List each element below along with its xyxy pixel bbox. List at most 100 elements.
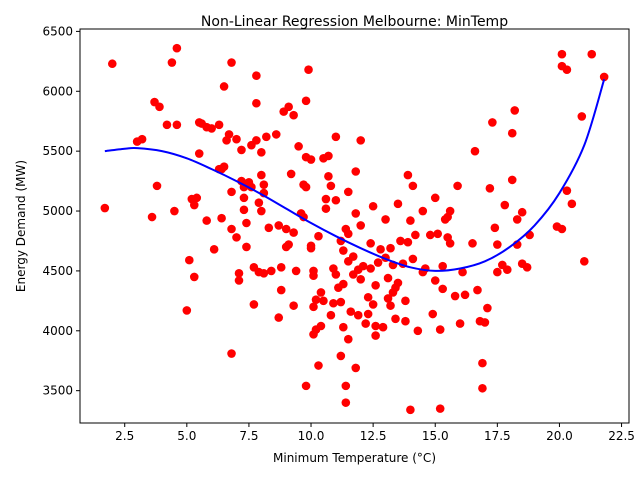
scatter-point — [189, 272, 199, 282]
scatter-point — [264, 223, 274, 233]
scatter-point — [343, 229, 353, 239]
scatter-point — [557, 224, 567, 234]
scatter-point — [281, 224, 291, 234]
scatter-point — [209, 245, 219, 254]
scatter-point — [194, 149, 204, 158]
scatter-point — [271, 130, 281, 139]
scatter-point — [386, 243, 395, 253]
x-tick-label: 15.0 — [422, 429, 449, 443]
y-axis-label: Energy Demand (MW) — [14, 160, 28, 292]
scatter-point — [316, 321, 326, 331]
scatter-point — [331, 132, 341, 142]
x-tick-label: 12.5 — [360, 429, 387, 443]
scatter-point — [473, 285, 482, 295]
scatter-point — [237, 145, 246, 155]
scatter-point — [343, 334, 353, 344]
scatter-point — [470, 146, 480, 156]
scatter-point — [502, 265, 512, 275]
scatter-point — [304, 65, 313, 75]
scatter-point — [324, 172, 333, 181]
scatter-point — [351, 209, 361, 218]
scatter-point — [408, 254, 418, 264]
scatter-point — [252, 136, 261, 145]
scatter-point — [579, 257, 589, 266]
scatter-point — [306, 155, 316, 164]
scatter-point — [286, 169, 296, 179]
scatter-point — [309, 271, 318, 281]
scatter-point — [257, 206, 266, 216]
scatter-point — [371, 280, 380, 290]
scatter-point — [373, 258, 383, 267]
scatter-point — [234, 276, 244, 285]
scatter-point — [301, 381, 311, 391]
scatter-point — [341, 381, 351, 391]
scatter-point — [100, 203, 110, 213]
scatter-point — [339, 322, 348, 332]
scatter-point — [249, 300, 259, 309]
scatter-point — [276, 263, 286, 272]
scatter-point — [458, 267, 467, 277]
scatter-point — [321, 194, 331, 204]
scatter-point — [343, 187, 353, 197]
scatter-point — [368, 300, 378, 309]
scatter-point — [368, 201, 378, 211]
y-tick-label: 5500 — [42, 144, 73, 158]
scatter-point — [428, 309, 438, 319]
scatter-point — [170, 206, 179, 216]
scatter-point — [192, 193, 202, 203]
scatter-point — [406, 216, 415, 225]
scatter-point — [314, 231, 323, 241]
scatter-point — [383, 273, 393, 283]
scatter-point — [480, 318, 490, 327]
scatter-point — [393, 278, 403, 288]
scatter-point — [562, 186, 572, 195]
scatter-point — [207, 124, 216, 133]
scatter-point — [319, 296, 328, 306]
scatter-point — [363, 292, 373, 302]
scatter-point — [346, 307, 356, 316]
scatter-point — [232, 233, 241, 242]
x-tick-label: 20.0 — [546, 429, 573, 443]
scatter-point — [107, 59, 117, 69]
scatter-point — [438, 284, 447, 294]
scatter-point — [366, 239, 375, 248]
regression-curve-layer — [104, 79, 606, 272]
scatter-point — [217, 213, 226, 223]
scatter-point — [401, 316, 410, 326]
scatter-point — [227, 58, 236, 67]
scatter-point — [403, 170, 413, 180]
scatter-point — [430, 276, 440, 285]
scatter-point — [460, 290, 470, 300]
scatter-point — [172, 120, 182, 130]
scatter-point — [507, 128, 517, 138]
scatter-point — [478, 383, 487, 393]
scatter-point — [435, 404, 445, 413]
scatter-point — [490, 223, 500, 233]
scatter-point — [435, 325, 445, 334]
scatter-point — [577, 112, 587, 121]
scatter-point — [152, 181, 162, 191]
scatter-point — [182, 306, 192, 315]
scatter-point — [356, 274, 366, 284]
x-tick-label: 5.0 — [177, 429, 196, 443]
y-tick-label: 4000 — [42, 324, 73, 338]
scatter-point — [242, 218, 251, 228]
scatter-point — [311, 295, 321, 304]
scatter-point — [306, 243, 316, 253]
scatter-point — [376, 245, 385, 254]
scatter-point — [510, 106, 520, 115]
scatter-point — [227, 224, 236, 234]
scatter-point — [314, 361, 323, 370]
scatter-point — [411, 230, 420, 240]
x-tick-label: 7.5 — [239, 429, 258, 443]
scatter-point — [326, 310, 336, 320]
scatter-point — [468, 239, 477, 248]
x-tick-label: 2.5 — [115, 429, 134, 443]
scatter-point — [257, 148, 266, 157]
scatter-point — [413, 326, 423, 336]
scatter-point — [401, 296, 410, 306]
scatter-point — [162, 120, 172, 130]
scatter-point — [239, 193, 249, 203]
scatter-point — [408, 181, 418, 191]
scatter-point — [485, 183, 495, 193]
